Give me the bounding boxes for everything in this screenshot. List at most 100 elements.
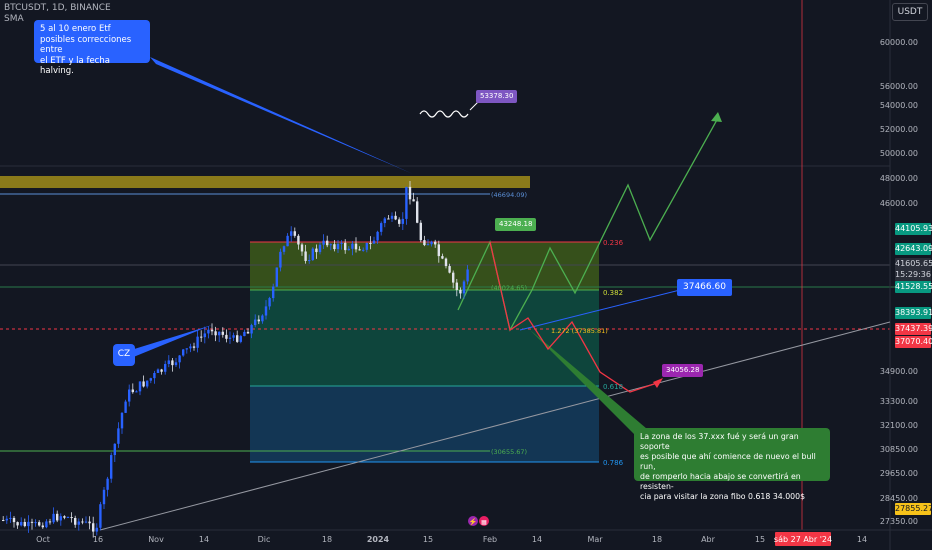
- candle-body: [279, 251, 282, 268]
- lightning-icon[interactable]: [468, 516, 478, 526]
- candle-body: [232, 335, 235, 338]
- fib-ratio-label: 0.786: [603, 459, 624, 467]
- axis-label-37437: 37437.39: [895, 323, 932, 335]
- axis-label-44105: 44105.93: [895, 223, 932, 235]
- candle-body: [225, 334, 228, 339]
- level-labels: (46694.09) (40024.65) 1.272 (37385.81) (306…: [491, 191, 608, 456]
- fib-labels: 0.236 0.382 0.618 0.786: [603, 239, 624, 467]
- candle-body: [200, 336, 203, 338]
- time-tick-label: 15: [423, 535, 433, 544]
- candle-body: [326, 240, 329, 246]
- symbol-line: BTCUSDT, 1D, BINANCE: [4, 3, 111, 13]
- candle-body: [192, 346, 196, 348]
- candle-body: [452, 272, 455, 283]
- candle-body: [142, 381, 145, 387]
- level-label: (30655.67): [491, 448, 527, 456]
- price-tick-label: 50000.00: [880, 149, 918, 158]
- candle-body: [351, 243, 354, 249]
- candle-body: [185, 348, 188, 350]
- candle-body: [189, 346, 192, 349]
- candle-body: [196, 336, 199, 348]
- time-tick-label: 2024: [367, 535, 390, 544]
- candle-body: [2, 520, 5, 521]
- candle-body: [74, 517, 77, 525]
- time-tick-label: 18: [322, 535, 332, 544]
- level-label: 1.272 (37385.81): [551, 327, 608, 335]
- candle-body: [466, 269, 469, 282]
- candle-body: [56, 513, 59, 521]
- etf-note[interactable]: 5 al 10 enero Etf posibles correcciones …: [34, 20, 150, 76]
- candle-body: [358, 249, 361, 251]
- candle-body: [293, 231, 296, 236]
- candle-body: [59, 516, 62, 521]
- candle-body: [441, 256, 444, 259]
- candle-body: [203, 333, 206, 338]
- candle-body: [128, 389, 131, 402]
- candle-body: [455, 282, 458, 290]
- candle-body: [52, 513, 55, 523]
- candle-body: [12, 517, 16, 523]
- candle-body: [430, 241, 433, 245]
- time-tick-label: Dic: [258, 535, 271, 544]
- candle-body: [171, 360, 174, 366]
- price-tag-43248[interactable]: 43248.18: [495, 218, 537, 231]
- candle-body: [394, 215, 397, 220]
- candle-body: [311, 248, 314, 261]
- candle-body: [99, 504, 102, 528]
- candle-body: [81, 521, 84, 523]
- candle-body: [110, 455, 113, 479]
- candle-body: [365, 242, 368, 250]
- candle-body: [182, 349, 185, 356]
- candle-body: [48, 521, 52, 523]
- flag-icon[interactable]: [479, 516, 489, 526]
- candle-body: [124, 401, 127, 413]
- price-tag-37466[interactable]: 37466.60: [677, 279, 732, 296]
- time-tick-label: Abr: [701, 535, 716, 544]
- candle-body: [401, 218, 404, 224]
- candle-body: [282, 246, 286, 252]
- candle-body: [246, 331, 250, 334]
- candle-body: [333, 244, 336, 250]
- currency-button[interactable]: USDT: [892, 3, 928, 21]
- fib-zone-blue: [250, 386, 599, 462]
- level-label: (46694.09): [491, 191, 527, 199]
- candle-body: [408, 186, 412, 200]
- candle-body: [340, 242, 343, 244]
- candle-body: [308, 260, 311, 262]
- indicator-label[interactable]: SMA: [4, 14, 24, 24]
- candle-body: [27, 521, 30, 527]
- candle-body: [250, 325, 253, 334]
- price-tag-53378[interactable]: 53378.30: [476, 90, 518, 103]
- candle-body: [344, 242, 347, 251]
- candle-body: [63, 516, 66, 518]
- candle-body: [462, 281, 466, 294]
- price-tick-label: 30850.00: [880, 445, 918, 454]
- candle-body: [156, 369, 160, 373]
- candle-body: [113, 443, 116, 456]
- candle-body: [416, 201, 419, 223]
- cz-note[interactable]: CZ: [113, 344, 135, 366]
- time-axis: Oct 16 Nov 14 Dic 18 2024 15 Feb 14 Mar 18 Abr 15 14: [36, 535, 867, 544]
- fib-ratio-label: 0.236: [603, 239, 624, 247]
- candle-body: [9, 517, 12, 519]
- price-tick-label: 29650.00: [880, 469, 918, 478]
- svg-text:⚡: ⚡: [469, 517, 478, 526]
- candle-body: [106, 478, 109, 490]
- support-zone-note[interactable]: La zona de los 37.xxx fué y será un gran…: [634, 428, 830, 501]
- candle-body: [376, 231, 379, 241]
- time-tick-label: 14: [532, 535, 542, 544]
- svg-text:▦: ▦: [481, 520, 487, 526]
- time-tick-label: Feb: [483, 535, 497, 544]
- fib-ratio-label: 0.618: [603, 383, 623, 391]
- price-axis: 60000.00 56000.00 54000.00 52000.00 50000.00…: [880, 38, 918, 526]
- axis-label-27855: 27855.27: [895, 503, 932, 515]
- time-tick-label: Oct: [36, 535, 50, 544]
- candle-body: [102, 489, 106, 505]
- fib-zone-green: [250, 290, 599, 386]
- resistance-band: [0, 176, 530, 188]
- candle-body: [336, 243, 340, 250]
- candle-body: [459, 289, 462, 294]
- price-tag-34056[interactable]: 34056.28: [662, 364, 704, 377]
- candle-body: [120, 412, 124, 429]
